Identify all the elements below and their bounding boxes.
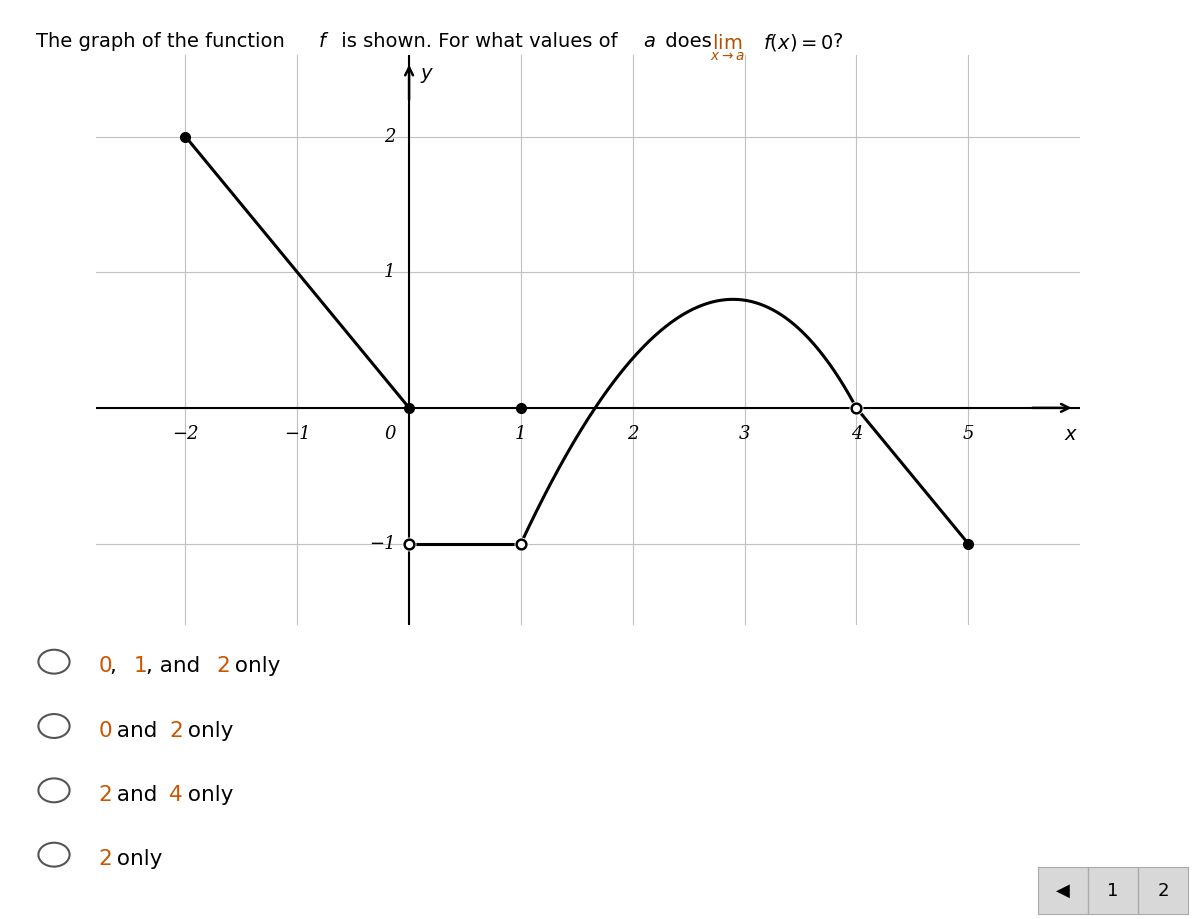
Text: 2: 2	[98, 785, 112, 805]
Text: 4: 4	[851, 425, 862, 444]
Text: only: only	[228, 656, 281, 676]
Text: 0: 0	[384, 425, 396, 444]
Text: $\underset{x \to a}{\lim}$: $\underset{x \to a}{\lim}$	[710, 32, 745, 62]
Text: −1: −1	[370, 535, 396, 552]
Text: $f(x) = 0$: $f(x) = 0$	[763, 32, 834, 53]
Text: 5: 5	[962, 425, 974, 444]
Text: −2: −2	[172, 425, 199, 444]
Text: $f$: $f$	[318, 32, 329, 51]
Text: 2: 2	[98, 849, 112, 869]
Text: 1: 1	[1108, 881, 1118, 900]
Text: 4: 4	[169, 785, 184, 805]
Text: and: and	[110, 785, 164, 805]
Text: 3: 3	[739, 425, 750, 444]
Text: does: does	[659, 32, 718, 51]
Text: 1: 1	[384, 263, 396, 281]
Text: 2: 2	[1157, 881, 1169, 900]
Text: only: only	[181, 785, 234, 805]
Text: $a$: $a$	[643, 32, 656, 51]
Text: 2: 2	[169, 720, 184, 741]
Text: ,: ,	[110, 656, 124, 676]
Text: 2: 2	[384, 128, 396, 145]
Text: 0: 0	[98, 720, 112, 741]
Text: 1: 1	[515, 425, 527, 444]
Text: ?: ?	[833, 32, 844, 51]
Text: $y$: $y$	[420, 66, 434, 85]
Text: The graph of the function: The graph of the function	[36, 32, 292, 51]
Text: 2: 2	[626, 425, 638, 444]
Text: 0: 0	[98, 656, 112, 676]
Text: ◀: ◀	[1056, 881, 1070, 900]
Text: $x$: $x$	[1064, 425, 1078, 445]
Text: and: and	[110, 720, 164, 741]
Text: only: only	[181, 720, 234, 741]
Text: −1: −1	[284, 425, 311, 444]
Text: 1: 1	[134, 656, 148, 676]
Text: , and: , and	[145, 656, 206, 676]
Text: is shown. For what values of: is shown. For what values of	[335, 32, 624, 51]
Text: only: only	[110, 849, 162, 869]
Text: 2: 2	[216, 656, 230, 676]
